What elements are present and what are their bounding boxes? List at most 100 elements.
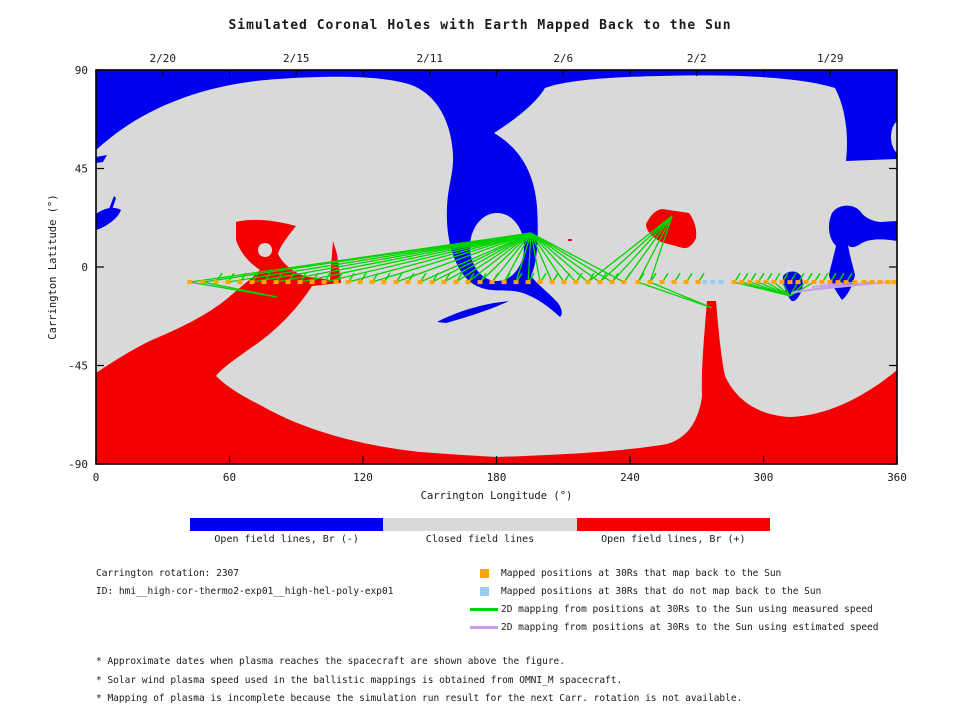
measured-stub <box>360 272 367 282</box>
top-date-label: 2/11 <box>417 52 444 65</box>
measured-mapping-line <box>757 281 791 297</box>
mapped-position-dot <box>441 280 447 285</box>
map-region-open-neg-left-leaf <box>96 207 121 230</box>
measured-stub <box>766 272 773 282</box>
orange-square-icon <box>480 568 489 578</box>
mapped-position-dot <box>561 280 567 285</box>
top-date-label: 2/2 <box>687 52 707 65</box>
measured-stub <box>758 272 765 282</box>
unmapped-position-dot <box>710 280 716 285</box>
measured-mapping-line <box>371 232 532 283</box>
mapped-position-dot <box>787 280 793 285</box>
measured-mapping-line <box>419 232 532 283</box>
measured-stub <box>540 272 547 282</box>
measured-stub <box>336 272 343 282</box>
x-tick-label: 360 <box>887 471 907 484</box>
measured-mapping-line <box>781 281 791 297</box>
y-tick-label: 0 <box>81 261 88 274</box>
mapped-position-dot <box>585 280 591 285</box>
measured-stub <box>650 272 657 282</box>
run-id-text: ID: hmi__high-cor-thermo2-exp01__high-he… <box>96 586 394 597</box>
measured-mapping-line <box>530 232 577 283</box>
measured-stub <box>734 272 741 282</box>
top-date-label: 2/6 <box>553 52 573 65</box>
measured-mapping-line <box>479 232 532 283</box>
footnote-2: * Solar wind plasma speed used in the ba… <box>96 674 623 686</box>
legend-label: 2D mapping from positions at 30Rs to the… <box>501 603 873 615</box>
map-region-open-pos-speck <box>568 239 572 241</box>
mapped-position-dot <box>647 280 653 285</box>
measured-stub <box>528 272 535 282</box>
map-layers <box>96 70 897 464</box>
map-region-open-neg-sliver <box>437 301 509 323</box>
mapped-position-dot <box>429 280 435 285</box>
measured-stub <box>782 272 789 282</box>
mapped-position-dot <box>819 280 825 285</box>
colorbar-segment-closed <box>383 518 577 531</box>
measured-mapping-line <box>431 232 532 283</box>
mapped-position-dot <box>525 280 531 285</box>
measured-stub <box>324 272 331 282</box>
mapped-position-dot <box>345 280 351 285</box>
mapped-position-dot <box>297 280 303 285</box>
mapped-position-dot <box>273 280 279 285</box>
map-region-closed-hole-in-pos-bulge <box>258 243 272 257</box>
measured-mapping-line <box>599 215 673 283</box>
measured-stub <box>420 272 427 282</box>
x-tick-label: 120 <box>353 471 373 484</box>
map-region-open-pos-south-bowl-right <box>496 301 897 464</box>
measured-stub <box>348 272 355 282</box>
measured-mapping-line <box>275 232 532 283</box>
measured-mapping-line <box>503 232 532 283</box>
measured-stub <box>822 272 829 282</box>
legend-row-mapped: Mapped positions at 30Rs that map back t… <box>468 564 879 582</box>
x-tick-label: 300 <box>754 471 774 484</box>
mapped-position-dot <box>537 280 543 285</box>
mapped-position-dot <box>597 280 603 285</box>
measured-mapping-line <box>530 232 541 283</box>
mapped-position-dot <box>755 280 761 285</box>
measured-stub <box>516 272 523 282</box>
measured-stub <box>830 272 837 282</box>
measured-mapping-line <box>202 232 532 283</box>
mapped-position-dot <box>621 280 627 285</box>
y-tick-label: -90 <box>68 458 88 471</box>
measured-mapping-line <box>789 281 799 297</box>
measured-mapping-line <box>649 281 713 309</box>
measured-stub <box>444 272 451 282</box>
top-date-label: 2/15 <box>283 52 310 65</box>
mapped-position-dot <box>739 280 745 285</box>
mapped-position-dot <box>393 280 399 285</box>
top-date-label: 2/20 <box>150 52 177 65</box>
measured-mapping-line <box>443 232 532 283</box>
measured-stub <box>674 272 681 282</box>
field-line-colorbar <box>190 518 770 531</box>
mapped-position-dot <box>803 280 809 285</box>
colorbar-segment-neg <box>190 518 384 531</box>
map-region-open-neg-mid-right-s <box>828 205 897 300</box>
measured-mapping-line <box>623 215 673 283</box>
mapped-position-dot <box>321 280 327 285</box>
measured-stub <box>774 272 781 282</box>
mapped-position-dot <box>795 280 801 285</box>
x-tick-label: 0 <box>93 471 100 484</box>
measured-stub <box>742 272 749 282</box>
mapped-position-dot <box>779 280 785 285</box>
measured-stub <box>468 272 475 282</box>
legend-label: Mapped positions at 30Rs that do not map… <box>501 585 822 597</box>
mapped-position-dot <box>501 280 507 285</box>
unmapped-position-dot <box>718 280 724 285</box>
x-tick-label: 240 <box>620 471 640 484</box>
colorbar-label-closed: Closed field lines <box>425 534 535 545</box>
measured-mapping-line <box>530 232 601 283</box>
mapped-position-dot <box>285 280 291 285</box>
map-legend: Mapped positions at 30Rs that map back t… <box>468 564 879 636</box>
mapped-position-dot <box>249 280 255 285</box>
mapped-position-dot <box>835 280 841 285</box>
mapped-position-dot <box>225 280 231 285</box>
measured-stub <box>790 272 797 282</box>
measured-stub <box>552 272 559 282</box>
x-tick-label: 180 <box>487 471 507 484</box>
map-region-open-pos-blob-mid <box>646 209 697 249</box>
